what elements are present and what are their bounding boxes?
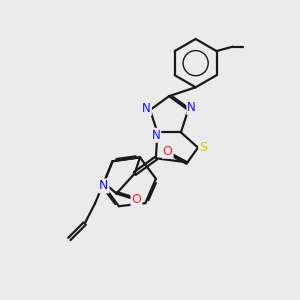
Text: S: S xyxy=(199,141,208,154)
Text: N: N xyxy=(152,129,160,142)
Text: O: O xyxy=(163,145,172,158)
Text: N: N xyxy=(99,179,109,192)
Text: N: N xyxy=(142,102,151,115)
Text: O: O xyxy=(131,193,141,206)
Text: N: N xyxy=(187,101,196,114)
